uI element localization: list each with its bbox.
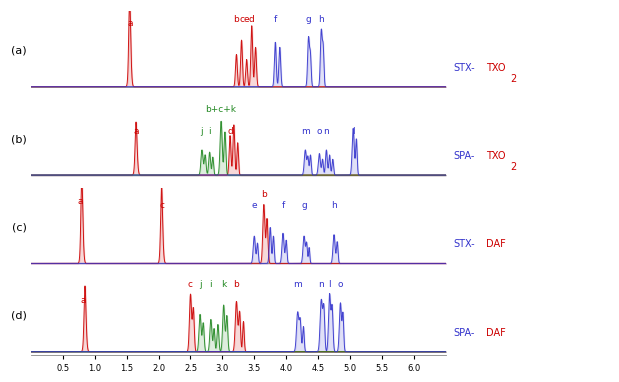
Text: n: n	[324, 126, 329, 136]
Text: a: a	[127, 19, 132, 28]
Text: TXO: TXO	[486, 151, 506, 161]
Text: f: f	[274, 15, 277, 24]
Text: l: l	[352, 126, 355, 136]
Text: o: o	[337, 280, 343, 288]
Text: e: e	[251, 201, 257, 210]
Text: g: g	[306, 15, 311, 24]
Text: b: b	[233, 15, 240, 24]
Text: (a): (a)	[11, 46, 27, 56]
Text: b+c+k: b+c+k	[206, 105, 236, 114]
Text: c: c	[188, 280, 193, 288]
Text: i: i	[210, 280, 212, 288]
Text: n: n	[318, 280, 324, 288]
Text: 2: 2	[510, 162, 516, 172]
Text: c: c	[239, 15, 244, 24]
Text: o: o	[316, 126, 322, 136]
Text: 2: 2	[510, 74, 516, 84]
Text: a: a	[80, 296, 86, 305]
Text: SPA-: SPA-	[454, 327, 475, 338]
Text: (c): (c)	[12, 223, 27, 233]
Text: g: g	[301, 201, 307, 210]
Text: a: a	[134, 126, 139, 136]
Text: m: m	[301, 126, 310, 136]
Text: f: f	[282, 201, 285, 210]
Text: STX-: STX-	[454, 63, 475, 73]
Text: j: j	[199, 280, 201, 288]
Text: b: b	[233, 280, 240, 288]
Text: d: d	[249, 15, 254, 24]
Text: j: j	[201, 126, 203, 136]
Text: k: k	[221, 280, 227, 288]
Text: h: h	[318, 15, 324, 24]
Text: DAF: DAF	[486, 327, 506, 338]
Text: (d): (d)	[11, 311, 27, 321]
Text: (b): (b)	[11, 134, 27, 144]
Text: c: c	[159, 201, 164, 210]
Text: m: m	[293, 280, 302, 288]
Text: SPA-: SPA-	[454, 151, 475, 161]
Text: b: b	[261, 190, 267, 199]
Text: STX-: STX-	[454, 239, 475, 249]
Text: h: h	[331, 201, 337, 210]
Text: DAF: DAF	[486, 239, 506, 249]
Text: e: e	[244, 15, 249, 24]
Text: l: l	[328, 280, 331, 288]
Text: i: i	[208, 126, 211, 136]
Text: TXO: TXO	[486, 63, 506, 73]
Text: a: a	[78, 197, 84, 206]
Text: d: d	[227, 126, 233, 136]
